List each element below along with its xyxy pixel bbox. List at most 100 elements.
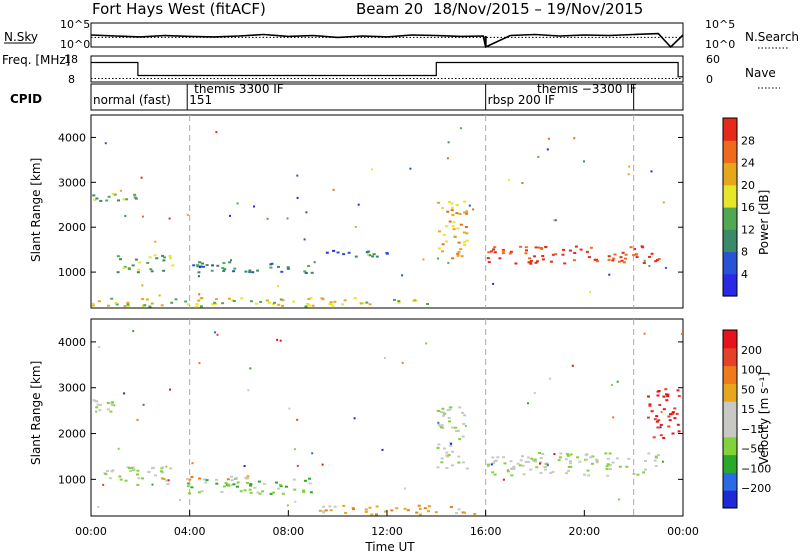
power-cell [126,303,130,306]
counts-right-tick-top: 10^5 [705,18,735,31]
nsearch-label: N.Search [745,30,799,44]
power-colorbar-tick-6: 28 [741,134,755,147]
velocity-colorbar-tick-0: 200 [741,344,762,357]
velocity-cell [456,429,460,432]
velocity-cell [564,458,568,461]
velocity-speckle [198,362,201,365]
velocity-cell [618,465,622,468]
power-cell [91,304,95,307]
velocity-cell [333,505,337,508]
velocity-cell [119,478,123,481]
velocity-cell [437,443,441,446]
power-cell [255,302,259,305]
velocity-cell [370,513,374,516]
velocity-speckle [293,448,296,451]
velocity-cell [595,458,599,461]
velocity-cell [328,505,332,508]
velocity-colorbar-tick-2: 50 [741,383,755,396]
velocity-cell [664,388,668,391]
velocity-cell [446,409,450,411]
velocity-cell [565,453,569,456]
velocity-cell [203,478,206,481]
velocity-speckle [546,464,549,467]
power-speckle [628,165,631,168]
power-speckle [459,127,462,130]
velocity-cell [272,491,275,494]
velocity-cell [137,477,141,480]
velocity-cell [111,401,115,404]
velocity-cell [249,483,253,486]
power-cell [125,198,129,201]
velocity-cell [676,423,680,426]
velocity-cell [141,477,144,480]
power-cell [451,225,455,228]
power-cell [115,303,119,306]
power-cell [168,255,172,257]
power-cell [441,250,444,253]
velocity-cell [461,435,465,438]
power-speckle [277,285,279,287]
power-cell [397,301,401,304]
velocity-ytick-3: 4000 [58,336,86,349]
velocity-cell [654,455,658,458]
power-cell [359,302,363,305]
velocity-cell [111,469,115,472]
velocity-cell [492,462,496,465]
power-cell [447,200,451,203]
velocity-cell [666,395,670,398]
velocity-cell [262,483,266,486]
power-speckle [253,205,255,208]
velocity-cell [440,461,444,464]
velocity-cell [565,472,568,475]
power-cell [587,256,591,259]
power-cell [149,268,153,271]
power-cell [459,248,463,251]
power-cell [533,255,536,258]
power-colorbar: Power [dB] 4 8 12 16 20 24 28 [722,117,771,297]
counts-right-tick-bottom: 10^0 [705,38,735,51]
power-cell [95,197,99,200]
power-cell [607,258,611,261]
power-cell [524,246,528,249]
velocity-cell [248,488,252,491]
velocity-cell [539,457,543,459]
power-cell [593,258,597,261]
velocity-cell [428,505,431,508]
power-speckle [554,219,557,222]
power-cell [277,303,281,306]
power-cell [174,298,178,301]
power-speckle [124,215,127,217]
velocity-cell [605,465,609,468]
power-cell [452,221,456,224]
power-cell [537,246,541,249]
velocity-cell [187,482,191,485]
power-cell [330,303,334,306]
power-speckle [547,137,550,140]
velocity-cell [235,477,238,480]
velocity-cell [455,430,459,433]
velocity-speckle [142,403,145,406]
velocity-cell [186,485,190,488]
velocity-colorbar-label: Velocity [m s⁻¹] [757,372,771,465]
velocity-cell [230,475,233,478]
velocity-cell [569,453,573,456]
velocity-speckle [660,411,663,414]
counts-left-tick-bottom: 10^0 [60,38,90,51]
velocity-cell [512,465,516,468]
power-cell [286,267,290,270]
power-cell [656,259,659,261]
velocity-feature-4 [436,406,469,470]
power-feature-3 [325,249,389,258]
velocity-colorbar-step-5 [723,401,737,420]
velocity-cell [463,414,467,417]
power-cell [197,271,201,274]
power-cell [368,254,372,257]
velocity-cell [384,510,388,513]
velocity-cell [625,465,629,468]
velocity-cell [342,504,346,507]
velocity-cell [529,468,533,471]
power-cell [311,304,315,307]
power-cell [138,261,142,264]
velocity-cell [654,464,658,467]
power-cell [143,304,147,307]
